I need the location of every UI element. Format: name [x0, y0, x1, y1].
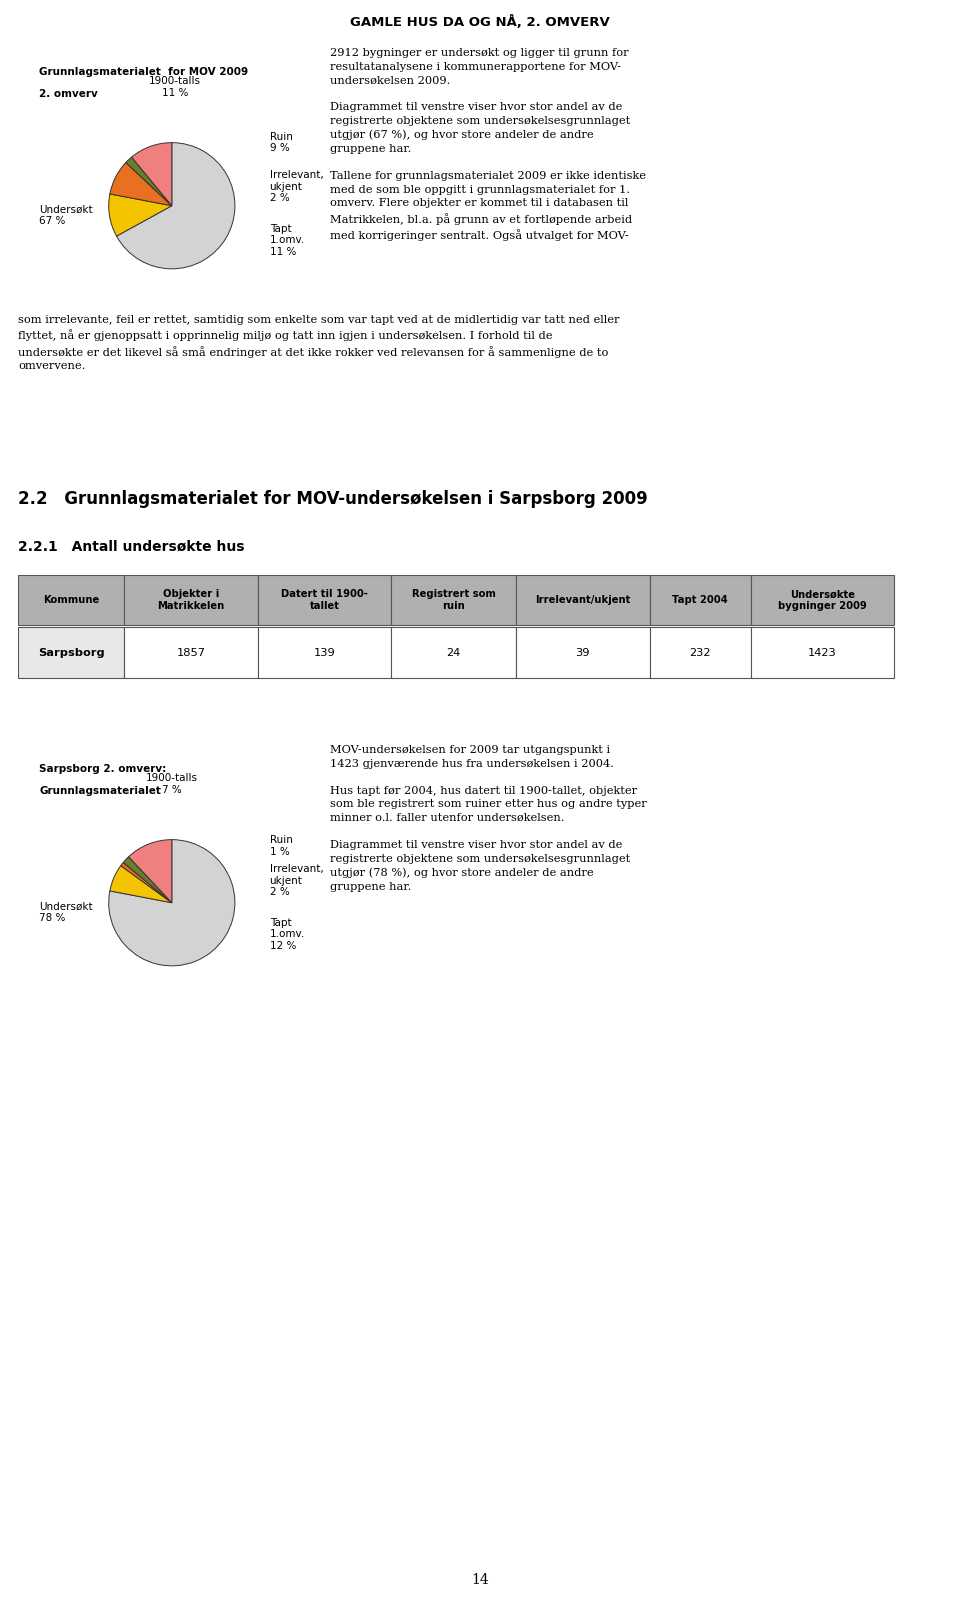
Bar: [516, 627, 650, 678]
Wedge shape: [126, 157, 172, 205]
Text: 2.2 Grunnlagsmaterialet for MOV-undersøkelsen i Sarpsborg 2009: 2.2 Grunnlagsmaterialet for MOV-undersøk…: [18, 490, 648, 508]
Bar: [392, 576, 516, 626]
Text: 1857: 1857: [177, 648, 205, 658]
Text: Grunnlagsmaterialet  for MOV 2009: Grunnlagsmaterialet for MOV 2009: [39, 66, 249, 78]
Text: Irrelevant,
ukjent
2 %: Irrelevant, ukjent 2 %: [270, 170, 324, 204]
Wedge shape: [108, 194, 172, 236]
Text: 139: 139: [314, 648, 335, 658]
Bar: [751, 576, 894, 626]
Text: Kommune: Kommune: [43, 595, 99, 605]
Wedge shape: [129, 839, 172, 902]
Text: 1423: 1423: [808, 648, 837, 658]
Text: Irrelevant,
ukjent
2 %: Irrelevant, ukjent 2 %: [270, 863, 324, 897]
Text: 1900-talls
11 %: 1900-talls 11 %: [149, 76, 201, 99]
Text: Datert til 1900-
tallet: Datert til 1900- tallet: [281, 590, 368, 611]
Text: 39: 39: [575, 648, 590, 658]
Text: 1900-talls
7 %: 1900-talls 7 %: [146, 773, 198, 796]
Wedge shape: [109, 163, 172, 205]
Text: Registrert som
ruin: Registrert som ruin: [412, 590, 495, 611]
Wedge shape: [132, 142, 172, 205]
Text: Tapt
1.omv.
12 %: Tapt 1.omv. 12 %: [270, 918, 305, 951]
Bar: [516, 576, 650, 626]
Wedge shape: [108, 839, 235, 965]
Bar: [650, 627, 751, 678]
Bar: [751, 627, 894, 678]
Text: 2912 bygninger er undersøkt og ligger til grunn for
resultatanalysene i kommuner: 2912 bygninger er undersøkt og ligger ti…: [330, 49, 646, 241]
Text: 2.2.1 Antall undersøkte hus: 2.2.1 Antall undersøkte hus: [18, 540, 245, 555]
Text: Objekter i
Matrikkelen: Objekter i Matrikkelen: [157, 590, 225, 611]
Text: 232: 232: [689, 648, 711, 658]
Wedge shape: [121, 862, 172, 902]
Bar: [257, 627, 392, 678]
Text: Tapt
1.omv.
11 %: Tapt 1.omv. 11 %: [270, 223, 305, 257]
Text: 2. omverv: 2. omverv: [39, 89, 98, 99]
Bar: [124, 576, 257, 626]
Text: Undersøkt
78 %: Undersøkt 78 %: [39, 901, 93, 923]
Text: Tapt 2004: Tapt 2004: [672, 595, 728, 605]
Bar: [18, 576, 124, 626]
Wedge shape: [109, 865, 172, 902]
Text: 14: 14: [471, 1573, 489, 1586]
Text: Undersøkte
bygninger 2009: Undersøkte bygninger 2009: [778, 590, 867, 611]
Wedge shape: [116, 142, 235, 268]
Text: Sarpsborg: Sarpsborg: [37, 648, 105, 658]
Text: MOV-undersøkelsen for 2009 tar utgangspunkt i
1423 gjenværende hus fra undersøke: MOV-undersøkelsen for 2009 tar utgangspu…: [330, 745, 647, 893]
Text: Ruin
1 %: Ruin 1 %: [270, 834, 293, 857]
Text: Sarpsborg 2. omverv:: Sarpsborg 2. omverv:: [39, 763, 166, 775]
Text: Undersøkt
67 %: Undersøkt 67 %: [39, 204, 93, 226]
Bar: [257, 576, 392, 626]
Text: som irrelevante, feil er rettet, samtidig som enkelte som var tapt ved at de mid: som irrelevante, feil er rettet, samtidi…: [18, 315, 619, 372]
Text: Grunnlagsmaterialet: Grunnlagsmaterialet: [39, 786, 161, 796]
Text: 24: 24: [446, 648, 461, 658]
Text: GAMLE HUS DA OG NÅ, 2. OMVERV: GAMLE HUS DA OG NÅ, 2. OMVERV: [350, 15, 610, 29]
Wedge shape: [123, 857, 172, 902]
Bar: [650, 576, 751, 626]
Bar: [392, 627, 516, 678]
Bar: [18, 627, 124, 678]
Text: Ruin
9 %: Ruin 9 %: [270, 133, 293, 154]
Text: Irrelevant/ukjent: Irrelevant/ukjent: [535, 595, 631, 605]
Bar: [124, 627, 257, 678]
